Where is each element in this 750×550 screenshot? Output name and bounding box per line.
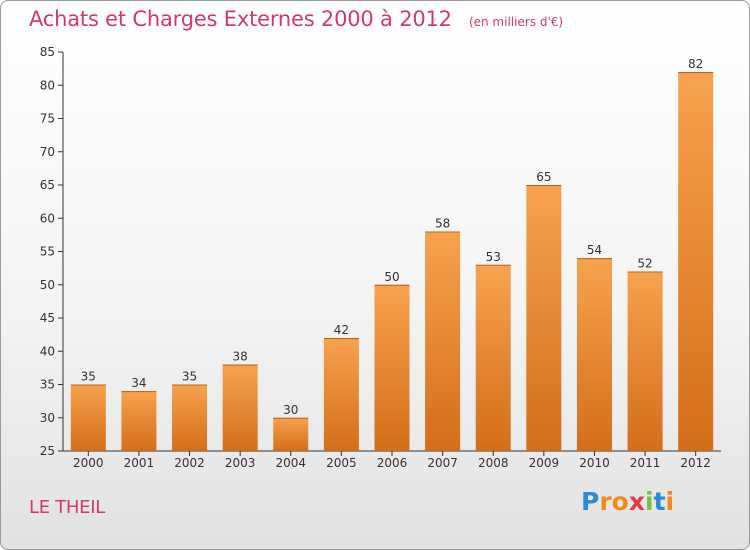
- bar-2005: [323, 337, 359, 451]
- logo-letter: x: [628, 487, 645, 516]
- x-tick-label: 2006: [377, 456, 408, 470]
- bar-2010: [576, 258, 612, 451]
- data-label: 35: [81, 370, 96, 384]
- bar-2000: [70, 384, 106, 451]
- logo-letter: P: [581, 487, 600, 516]
- x-tick-label: 2007: [427, 456, 458, 470]
- data-label: 30: [283, 403, 298, 417]
- data-label: 42: [334, 323, 349, 337]
- y-tick-label: 30: [40, 411, 55, 425]
- x-tick-label: 2005: [326, 456, 357, 470]
- data-label: 58: [435, 217, 450, 231]
- bar-2012: [678, 71, 714, 451]
- y-tick-label: 60: [40, 211, 55, 225]
- data-label: 53: [486, 250, 501, 264]
- logo-letter: i: [665, 487, 675, 516]
- data-label: 35: [182, 370, 197, 384]
- axes: 25 30 35 40 45 50 55 60 65 70 75 80 85 2000 2001 2002 20…: [40, 45, 721, 470]
- y-tick-label: 85: [40, 45, 55, 59]
- x-tick-label: 2004: [275, 456, 306, 470]
- x-tick-label: 2002: [174, 456, 205, 470]
- y-tick-label: 45: [40, 311, 55, 325]
- x-tick-label: 2009: [529, 456, 560, 470]
- x-tick-label: 2011: [630, 456, 661, 470]
- data-label: 38: [233, 350, 248, 364]
- bar-2003: [222, 364, 258, 451]
- x-tick-label: 2001: [124, 456, 155, 470]
- y-tick-label: 50: [40, 278, 55, 292]
- x-tick-label: 2010: [579, 456, 610, 470]
- y-tick-label: 55: [40, 245, 55, 259]
- logo-letter: t: [653, 487, 666, 516]
- data-label: 82: [688, 57, 703, 71]
- bar-2004: [273, 417, 309, 451]
- logo-letter: r: [599, 487, 612, 516]
- data-label: 34: [131, 376, 146, 390]
- bar-2002: [172, 384, 208, 451]
- data-label: 54: [587, 243, 602, 257]
- proxiti-logo: Proxiti: [581, 487, 674, 516]
- y-tick-label: 35: [40, 378, 55, 392]
- y-tick-label: 70: [40, 145, 55, 159]
- logo-letter: i: [645, 487, 654, 516]
- bar-2007: [425, 231, 461, 451]
- y-tick-label: 25: [40, 444, 55, 458]
- logo-letter: o: [611, 487, 629, 516]
- y-tick-label: 75: [40, 112, 55, 126]
- x-tick-label: 2003: [225, 456, 256, 470]
- location-label: LE THEIL: [29, 497, 105, 518]
- data-label: 52: [637, 256, 652, 270]
- x-tick-label: 2000: [73, 456, 104, 470]
- bar-2006: [374, 284, 410, 451]
- value-labels: 35 34 35 38 30 42 50 58 53 65 54 52 82: [81, 57, 704, 417]
- title-row: Achats et Charges Externes 2000 à 2012 (…: [29, 7, 563, 31]
- chart-title: Achats et Charges Externes 2000 à 2012: [29, 7, 452, 31]
- x-tick-label: 2008: [478, 456, 509, 470]
- bar-2011: [627, 271, 663, 451]
- bars: [70, 71, 714, 451]
- y-tick-label: 40: [40, 344, 55, 358]
- chart-subtitle: (en milliers d'€): [468, 15, 564, 29]
- y-tick-label: 80: [40, 78, 55, 92]
- bar-2009: [526, 185, 562, 451]
- data-label: 65: [536, 170, 551, 184]
- x-tick-label: 2012: [680, 456, 711, 470]
- bar-2001: [121, 391, 157, 451]
- data-label: 50: [384, 270, 399, 284]
- bar-2008: [475, 264, 511, 451]
- y-tick-label: 65: [40, 178, 55, 192]
